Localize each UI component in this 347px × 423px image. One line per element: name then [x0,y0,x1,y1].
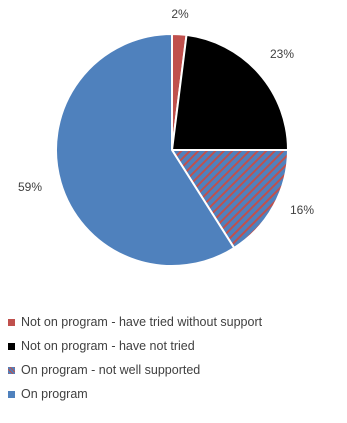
slice-on-program-not-well-supported [170,149,290,250]
pie-labels: 2% 23% 16% 59% [18,7,314,217]
legend-item: Not on program - have not tried [8,334,262,358]
slice-on-program [55,32,236,267]
slice-not-on-program-not-tried [170,33,290,151]
pie-slices [55,32,290,267]
legend-swatch [8,390,15,398]
data-label: 59% [18,180,42,194]
legend-item: On program [8,382,262,406]
legend-swatch [8,318,15,326]
legend-item: On program - not well supported [8,358,262,382]
legend-swatch [8,342,15,350]
legend-swatch [8,366,15,374]
legend-label: On program [21,387,88,401]
data-label: 16% [290,203,314,217]
data-label: 23% [270,47,294,61]
legend-label: Not on program - have tried without supp… [21,315,263,329]
legend-label: Not on program - have not tried [21,339,195,353]
legend-label: On program - not well supported [21,363,201,377]
pie-chart: 2% 23% 16% 59% [18,7,314,267]
legend: Not on program - have tried without supp… [8,310,262,406]
data-label: 2% [171,7,189,21]
legend-item: Not on program - have tried without supp… [8,310,262,334]
